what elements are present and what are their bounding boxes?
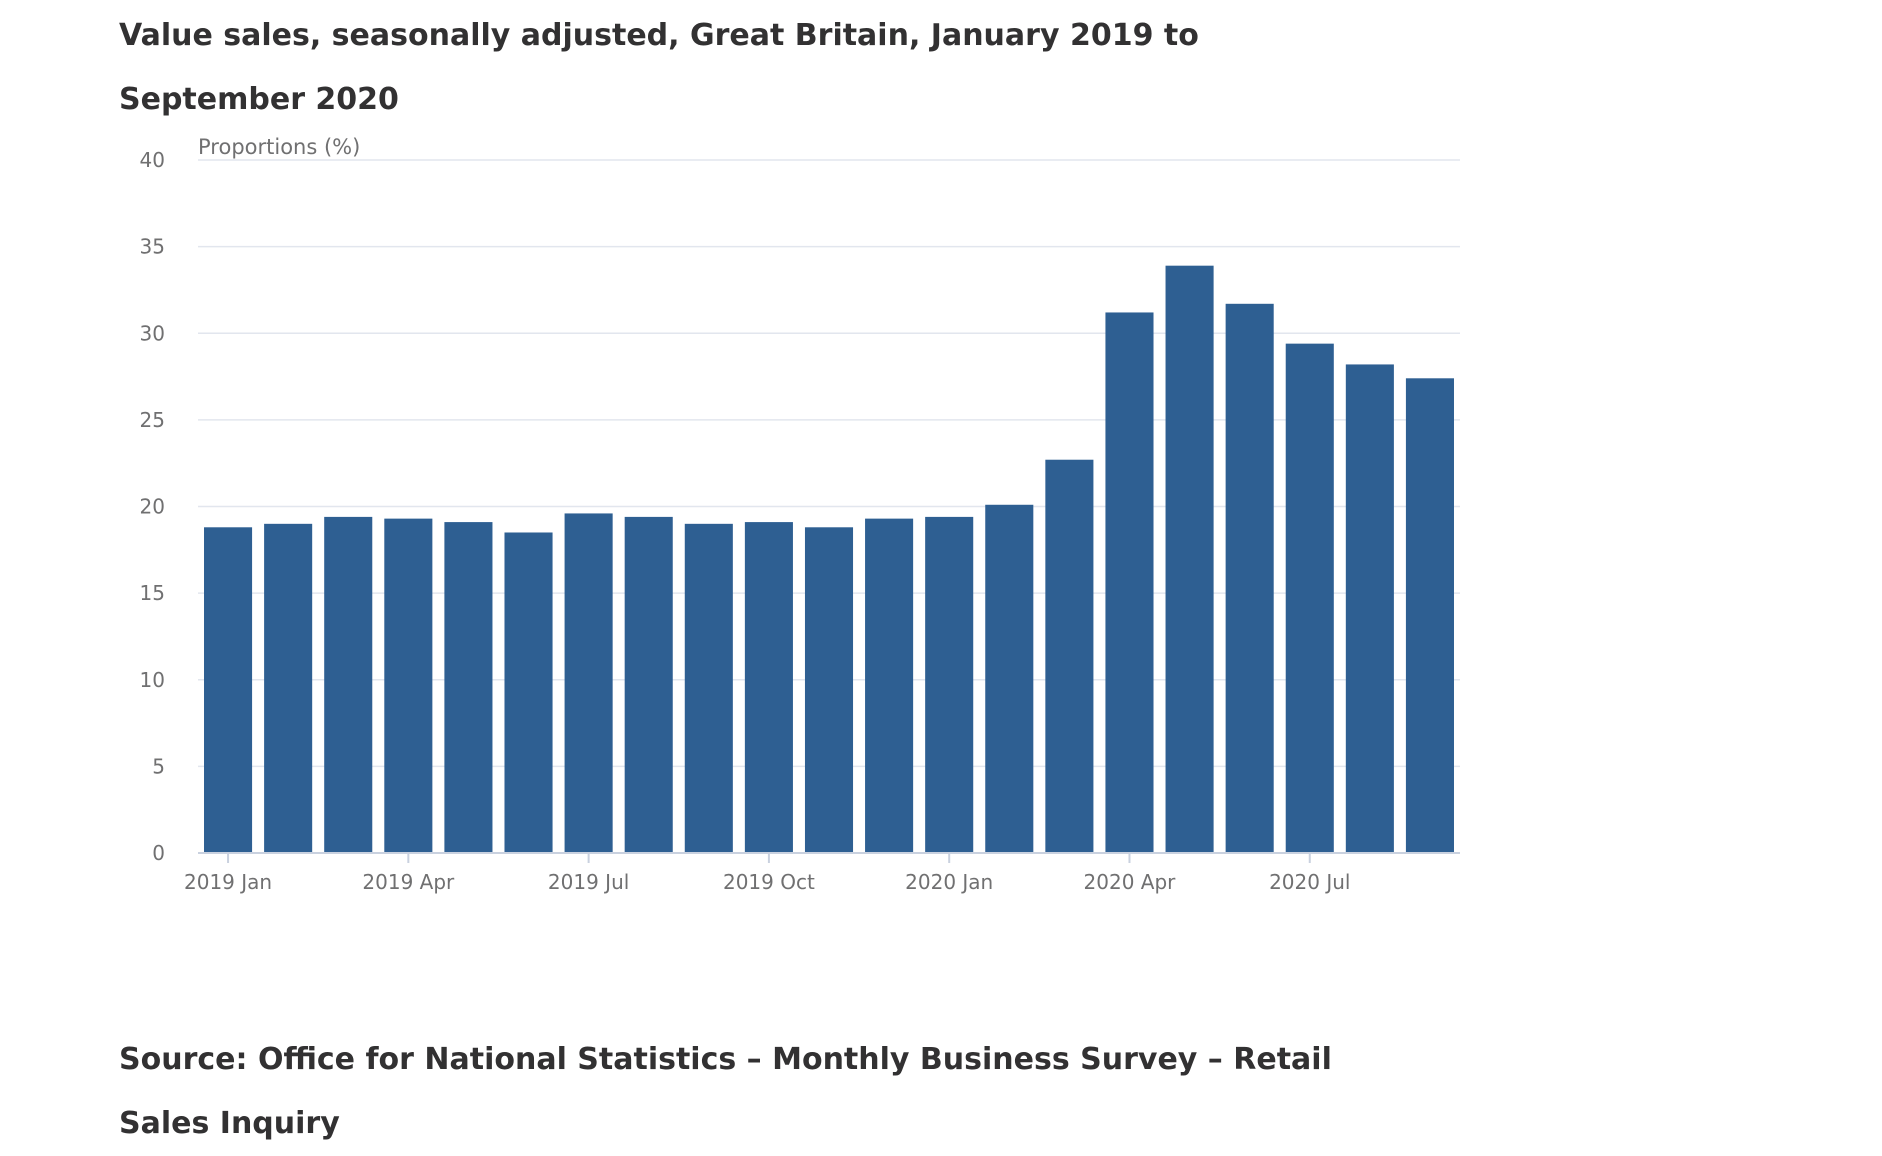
bar (384, 518, 433, 853)
bar (1225, 303, 1274, 853)
bar (1045, 459, 1094, 853)
bar (204, 527, 253, 853)
x-tick-label: 2019 Jan (184, 870, 272, 894)
bar (1345, 364, 1394, 853)
y-tick-label: 5 (152, 754, 165, 778)
bars (204, 265, 1454, 853)
y-tick-label: 10 (140, 668, 165, 692)
bar (684, 523, 733, 853)
bar (264, 523, 313, 853)
bar-chart: 0 5 10 15 20 25 30 35 40 Proportions (%) 2019 Ja… (140, 135, 1460, 894)
bar (1105, 312, 1154, 853)
bar (1285, 343, 1334, 853)
x-axis: 2019 Jan 2019 Apr 2019 Jul 2019 Oct 2020 Jan… (184, 852, 1460, 894)
bar (324, 516, 373, 853)
y-tick-label: 20 (140, 495, 165, 519)
y-axis-label: Proportions (%) (198, 135, 360, 159)
bar (504, 532, 553, 853)
bar (624, 516, 673, 853)
bar (564, 513, 613, 853)
y-tick-label: 35 (140, 235, 165, 259)
source-note: Source: Office for National Statistics –… (119, 1042, 1332, 1141)
bar (444, 522, 493, 853)
x-tick-label: 2020 Jul (1269, 870, 1350, 894)
y-tick-label: 0 (152, 841, 165, 865)
y-tick-label: 30 (140, 321, 165, 345)
x-tick-label: 2019 Jul (548, 870, 629, 894)
y-tick-label: 15 (140, 581, 165, 605)
bar (925, 516, 974, 853)
x-tick-label: 2019 Apr (362, 870, 455, 894)
bar (865, 518, 914, 853)
bar (985, 504, 1034, 853)
x-tick-label: 2020 Jan (905, 870, 993, 894)
x-tick-label: 2019 Oct (723, 870, 815, 894)
chart-title: Value sales, seasonally adjusted, Great … (119, 18, 1199, 117)
bar (744, 522, 793, 853)
x-tick-label: 2020 Apr (1084, 870, 1177, 894)
bar (1405, 378, 1454, 853)
y-tick-label: 25 (140, 408, 165, 432)
bar (1165, 265, 1214, 853)
y-axis: 0 5 10 15 20 25 30 35 40 (140, 148, 165, 865)
y-tick-label: 40 (140, 148, 165, 172)
bar (804, 527, 854, 853)
